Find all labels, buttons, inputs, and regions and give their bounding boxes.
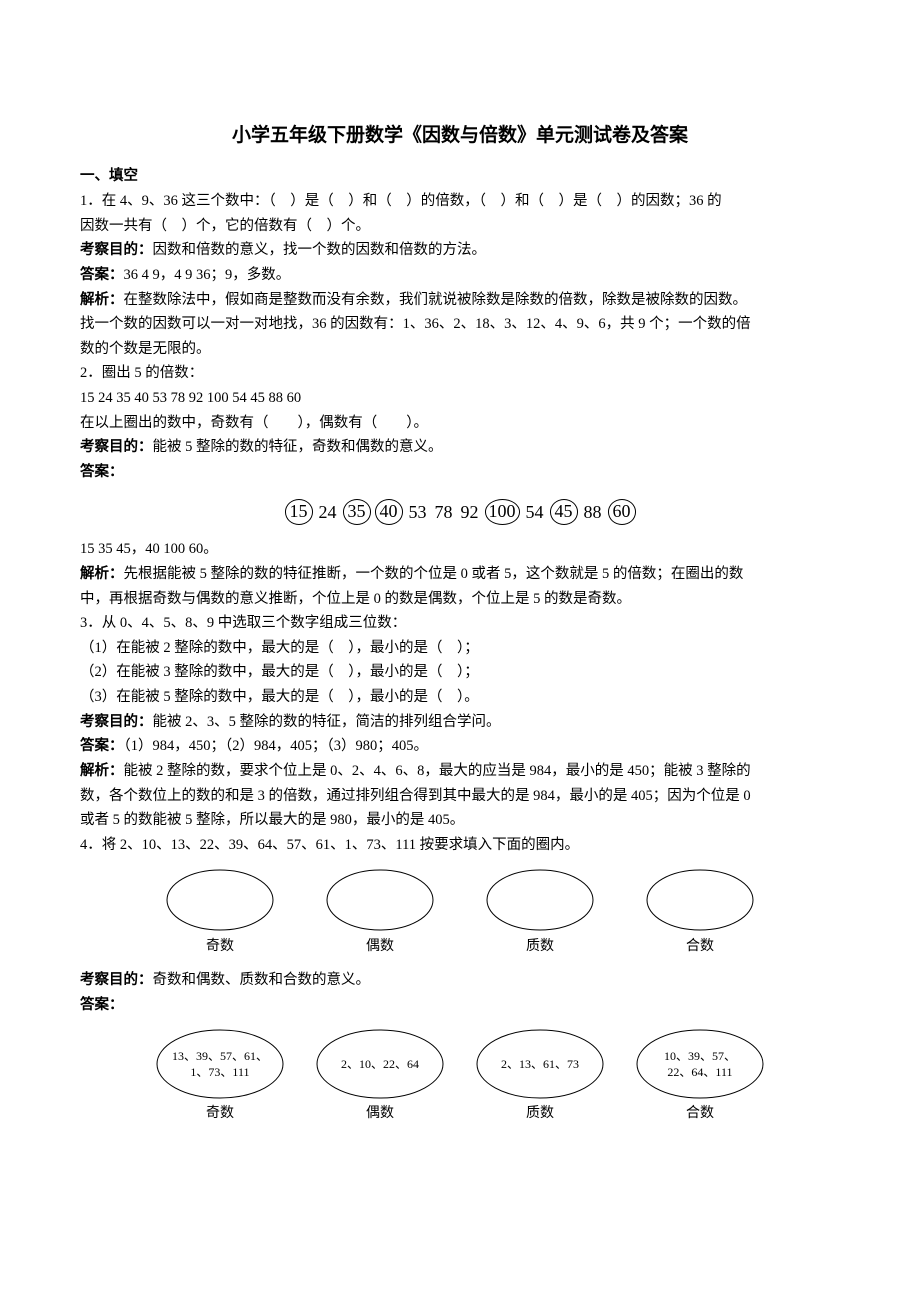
- oval-label: 偶数: [366, 1102, 394, 1126]
- plain-number: 53: [407, 497, 429, 528]
- oval-cell: 质数: [485, 868, 595, 959]
- q3-exp-line2: 数，各个数位上的数的和是 3 的倍数，通过排列组合得到其中最大的是 984，最小…: [80, 784, 840, 809]
- q3-sub3: （3）在能被 5 整除的数中，最大的是（ ），最小的是（ ）。: [80, 685, 840, 710]
- circled-number: 45: [550, 499, 578, 524]
- q3-answer-text: （1）984，450；（2）984，405；（3）980；405。: [124, 738, 429, 754]
- goal-label: 考察目的：: [80, 972, 153, 988]
- q2-line3: 在以上圈出的数中，奇数有（ ），偶数有（ ）。: [80, 411, 840, 436]
- q3-line1: 3．从 0、4、5、8、9 中选取三个数字组成三位数：: [80, 611, 840, 636]
- oval-cell: 13、39、57、61、1、73、111 奇数: [155, 1028, 285, 1126]
- oval-cell: 10、39、57、22、64、111 合数: [635, 1028, 765, 1126]
- q2-goal: 考察目的：能被 5 整除的数的特征，奇数和偶数的意义。: [80, 435, 840, 460]
- oval-content: 2、13、61、73: [501, 1056, 579, 1072]
- q1-line2: 因数一共有（ ）个，它的倍数有（ ）个。: [80, 214, 840, 239]
- q2-exp-line2: 中，再根据奇数与偶数的意义推断，个位上是 0 的数是偶数，个位上是 5 的数是奇…: [80, 587, 840, 612]
- oval-label: 奇数: [206, 1102, 234, 1126]
- plain-number: 24: [317, 497, 339, 528]
- q1-goal: 考察目的：因数和倍数的意义，找一个数的因数和倍数的方法。: [80, 238, 840, 263]
- q1-exp1: 在整数除法中，假如商是整数而没有余数，我们就说被除数是除数的倍数，除数是被除数的…: [124, 292, 748, 308]
- q1-exp-line2: 找一个数的因数可以一对一对地找，36 的因数有：1、36、2、18、3、12、4…: [80, 312, 840, 337]
- q4-empty-ovals: 奇数 偶数 质数 合数: [140, 868, 780, 959]
- oval-icon: [165, 868, 275, 933]
- q4-answer-label: 答案：: [80, 993, 840, 1018]
- q2-goal-text: 能被 5 整除的数的特征，奇数和偶数的意义。: [153, 439, 443, 455]
- q1-line1: 1．在 4、9、36 这三个数中：（ ）是（ ）和（ ）的倍数，（ ）和（ ）是…: [80, 189, 840, 214]
- q1-exp-line1: 解析：在整数除法中，假如商是整数而没有余数，我们就说被除数是除数的倍数，除数是被…: [80, 288, 840, 313]
- q2-numbers-plain: 15 24 35 40 53 78 92 100 54 45 88 60: [80, 386, 840, 411]
- q4-filled-ovals: 13、39、57、61、1、73、111 奇数 2、10、22、64 偶数 2、13、6…: [140, 1028, 780, 1126]
- oval-content: 2、10、22、64: [341, 1056, 419, 1072]
- plain-number: 54: [524, 497, 546, 528]
- q1-answer-text: 36 4 9，4 9 36；9，多数。: [124, 267, 291, 283]
- q3-exp-line3: 或者 5 的数能被 5 整除，所以最大的是 980，最小的是 405。: [80, 808, 840, 833]
- goal-label: 考察目的：: [80, 714, 153, 730]
- answer-label: 答案：: [80, 997, 124, 1013]
- oval-cell: 合数: [645, 868, 755, 959]
- q3-exp1: 能被 2 整除的数，要求个位上是 0、2、4、6、8，最大的应当是 984，最小…: [124, 763, 751, 779]
- q3-sub2: （2）在能被 3 整除的数中，最大的是（ ），最小的是（ ）；: [80, 660, 840, 685]
- oval-content: 13、39、57、61、1、73、111: [172, 1047, 268, 1079]
- explain-label: 解析：: [80, 566, 124, 582]
- oval-icon: 13、39、57、61、1、73、111: [155, 1028, 285, 1100]
- explain-label: 解析：: [80, 763, 124, 779]
- goal-label: 考察目的：: [80, 242, 153, 258]
- explain-label: 解析：: [80, 292, 124, 308]
- q3-sub1: （1）在能被 2 整除的数中，最大的是（ ），最小的是（ ）；: [80, 636, 840, 661]
- q2-line1: 2．圈出 5 的倍数：: [80, 361, 840, 386]
- oval-label: 合数: [686, 1102, 714, 1126]
- circled-number: 60: [608, 499, 636, 524]
- circled-number: 15: [285, 499, 313, 524]
- circled-number: 40: [375, 499, 403, 524]
- q2-circled-diagram: 1524354053789210054458860: [80, 497, 840, 528]
- oval-label: 奇数: [206, 935, 234, 959]
- answer-label: 答案：: [80, 464, 124, 480]
- q3-answer: 答案：（1）984，450；（2）984，405；（3）980；405。: [80, 734, 840, 759]
- oval-label: 质数: [526, 1102, 554, 1126]
- page: 小学五年级下册数学《因数与倍数》单元测试卷及答案 一、填空 1．在 4、9、36…: [0, 0, 920, 1302]
- oval-cell: 2、13、61、73 质数: [475, 1028, 605, 1126]
- section-heading: 一、填空: [80, 164, 840, 189]
- q4-line1: 4．将 2、10、13、22、39、64、57、61、1、73、111 按要求填…: [80, 833, 840, 858]
- page-title: 小学五年级下册数学《因数与倍数》单元测试卷及答案: [80, 120, 840, 152]
- q3-exp-line1: 解析：能被 2 整除的数，要求个位上是 0、2、4、6、8，最大的应当是 984…: [80, 759, 840, 784]
- oval-icon: [485, 868, 595, 933]
- oval-label: 合数: [686, 935, 714, 959]
- oval-label: 偶数: [366, 935, 394, 959]
- oval-content: 10、39、57、22、64、111: [664, 1047, 736, 1079]
- q1-exp-line3: 数的个数是无限的。: [80, 337, 840, 362]
- oval-cell: 2、10、22、64 偶数: [315, 1028, 445, 1126]
- oval-cell: 偶数: [325, 868, 435, 959]
- q2-answer-label: 答案：: [80, 460, 840, 485]
- q2-exp1: 先根据能被 5 整除的数的特征推断，一个数的个位是 0 或者 5，这个数就是 5…: [124, 566, 744, 582]
- oval-icon: 2、13、61、73: [475, 1028, 605, 1100]
- q1-answer: 答案：36 4 9，4 9 36；9，多数。: [80, 263, 840, 288]
- oval-label: 质数: [526, 935, 554, 959]
- answer-label: 答案：: [80, 738, 124, 754]
- circled-number: 35: [343, 499, 371, 524]
- q4-goal: 考察目的：奇数和偶数、质数和合数的意义。: [80, 968, 840, 993]
- oval-icon: [645, 868, 755, 933]
- oval-icon: 10、39、57、22、64、111: [635, 1028, 765, 1100]
- plain-number: 88: [582, 497, 604, 528]
- q3-goal-text: 能被 2、3、5 整除的数的特征，简洁的排列组合学问。: [153, 714, 501, 730]
- answer-label: 答案：: [80, 267, 124, 283]
- q2-exp-line1: 解析：先根据能被 5 整除的数的特征推断，一个数的个位是 0 或者 5，这个数就…: [80, 562, 840, 587]
- goal-label: 考察目的：: [80, 439, 153, 455]
- circled-number: 100: [485, 499, 520, 524]
- q1-goal-text: 因数和倍数的意义，找一个数的因数和倍数的方法。: [153, 242, 487, 258]
- q3-goal: 考察目的：能被 2、3、5 整除的数的特征，简洁的排列组合学问。: [80, 710, 840, 735]
- plain-number: 78: [433, 497, 455, 528]
- oval-cell: 奇数: [165, 868, 275, 959]
- oval-icon: 2、10、22、64: [315, 1028, 445, 1100]
- q4-goal-text: 奇数和偶数、质数和合数的意义。: [153, 972, 371, 988]
- oval-icon: [325, 868, 435, 933]
- q2-answer2: 15 35 45，40 100 60。: [80, 537, 840, 562]
- plain-number: 92: [459, 497, 481, 528]
